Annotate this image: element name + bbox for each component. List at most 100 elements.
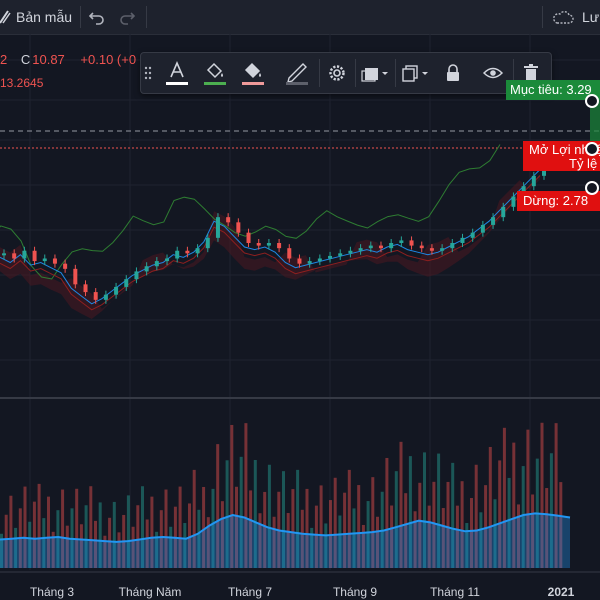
template-icon[interactable] [357, 57, 393, 89]
cloud-icon[interactable] [552, 0, 576, 34]
volume-bar [512, 442, 516, 568]
entry-handle[interactable] [585, 142, 599, 156]
volume-bar [14, 527, 18, 568]
volume-bar [75, 488, 79, 568]
base-line [0, 175, 541, 311]
volume-bar [89, 486, 93, 568]
volume-bar [488, 446, 492, 568]
volume-bar [394, 471, 398, 568]
volume-bar [507, 477, 511, 568]
target-handle[interactable] [585, 94, 599, 108]
candle [73, 268, 78, 285]
candle [83, 284, 88, 293]
undo-icon[interactable] [88, 0, 108, 34]
volume-bar [376, 516, 379, 568]
volume-bar [465, 523, 469, 568]
candle [246, 232, 251, 243]
volume-bar [145, 519, 149, 568]
candle [409, 240, 414, 246]
volume-bar [65, 525, 69, 568]
candle [511, 196, 516, 207]
volume-bar [540, 422, 544, 568]
volume-bar [502, 427, 506, 568]
candle [491, 217, 496, 225]
volume-bar [267, 464, 271, 568]
volume-bar [94, 520, 97, 568]
toolbar-divider [513, 59, 514, 87]
volume-bar [131, 526, 135, 568]
drawing-toolbar [140, 52, 552, 94]
lock-icon[interactable] [437, 57, 469, 89]
candle [297, 258, 302, 264]
trash-icon[interactable] [515, 57, 547, 89]
pencil-icon[interactable] [281, 57, 313, 89]
candle [165, 258, 170, 262]
candle [185, 250, 190, 254]
volume-bar [343, 492, 347, 568]
candle [358, 248, 363, 251]
save-button[interactable]: Lư [582, 0, 599, 34]
candle [531, 175, 536, 187]
volume-bar [183, 523, 187, 568]
eye-icon[interactable] [477, 57, 509, 89]
volume-bar [521, 466, 525, 568]
volume-ma-line [0, 512, 571, 543]
candle [328, 255, 333, 259]
candle [266, 243, 271, 246]
fill-color-icon[interactable] [199, 57, 231, 89]
volume-bar [427, 505, 431, 568]
toolbar-divider [80, 6, 81, 28]
volume-bar [51, 531, 55, 568]
candle [195, 248, 200, 254]
candle [205, 237, 210, 249]
volume-bar [319, 485, 323, 568]
ohlc-legend: 2 C 10.87 +0.10 (+0 [0, 52, 140, 67]
clone-icon[interactable] [397, 57, 433, 89]
candle [419, 245, 424, 249]
volume-bar [150, 496, 154, 568]
volume-bar [432, 481, 436, 568]
volume-bar [408, 456, 412, 568]
volume-bar [361, 524, 365, 568]
volume-bar [249, 490, 253, 568]
layout-icon[interactable] [0, 0, 12, 34]
change-value: +0.10 (+0 [80, 52, 137, 67]
redo-icon[interactable] [118, 0, 138, 34]
drag-handle-icon[interactable] [141, 57, 155, 89]
settings-icon[interactable] [321, 57, 353, 89]
volume-bar [61, 489, 65, 568]
candle [501, 206, 506, 218]
volume-bar [286, 513, 290, 568]
close-label: C [20, 52, 31, 67]
template-menu-button[interactable]: Bản mẫu [16, 0, 72, 34]
volume-bar [253, 459, 257, 568]
stop-handle[interactable] [585, 181, 599, 195]
text-color-icon[interactable] [161, 57, 193, 89]
volume-bar [460, 481, 464, 568]
volume-bar [103, 535, 107, 568]
stop-label[interactable]: Dừng: 2.78 [517, 191, 600, 211]
candle [287, 248, 292, 259]
volume-bar [455, 505, 459, 568]
candle [52, 258, 57, 264]
x-axis-label: Tháng Năm [118, 585, 182, 599]
volume-bar [235, 486, 238, 568]
candle [144, 266, 149, 272]
volume-bar [470, 498, 473, 568]
volume-bar [206, 517, 210, 568]
volume-ma-area [0, 513, 570, 568]
toolbar-divider [146, 6, 147, 28]
volume-bar [493, 499, 497, 568]
target-label[interactable]: Mục tiêu: 3.29 [506, 80, 600, 100]
volume-bar [484, 485, 488, 568]
volume-bar [0, 533, 3, 568]
volume-bar [559, 482, 563, 568]
background-color-icon[interactable] [237, 57, 269, 89]
volume-bar [371, 477, 375, 568]
candle [348, 250, 353, 254]
volume-bar [220, 501, 224, 568]
volume-bar [79, 524, 83, 568]
volume-bar [329, 500, 332, 568]
volume-bar [300, 509, 304, 568]
